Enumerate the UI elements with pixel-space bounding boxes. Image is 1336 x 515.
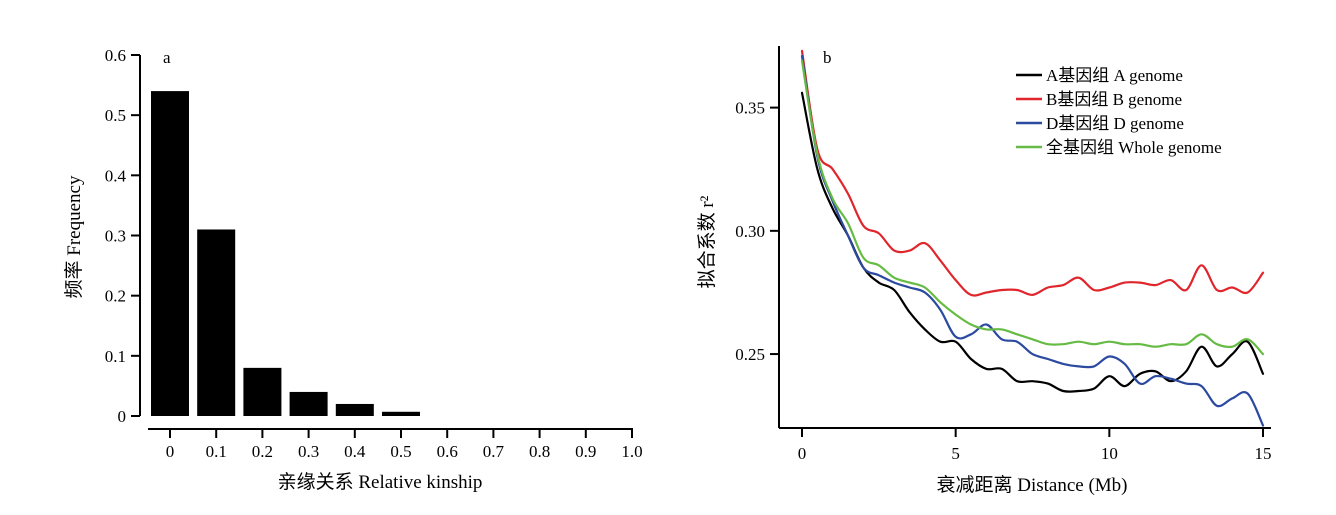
legend-label-4: 全基因组 Whole genome xyxy=(1046,138,1222,157)
panel-a-x-tick-label: 0.1 xyxy=(206,442,227,461)
panel-a-x-tick-label: 0.4 xyxy=(344,442,366,461)
panel-a-y-tick-label: 0.6 xyxy=(105,46,126,65)
panel-a-y-axis-title: 频率 Frequency xyxy=(63,175,85,298)
panel-a-y-tick-label: 0.3 xyxy=(105,227,126,246)
panel-b-series-line-4 xyxy=(800,59,1265,356)
panel-a-y-tick-label: 0.1 xyxy=(105,347,126,366)
panel-b-y-tick-label: 0.25 xyxy=(735,345,765,364)
panel-a-bar-0.2 xyxy=(243,367,282,416)
panel-a-y-tick-label: 0.5 xyxy=(105,106,126,125)
legend-label-1: A基因组 A genome xyxy=(1046,66,1183,85)
panel-a-x-tick-label: 0.9 xyxy=(575,442,596,461)
panel-b-series-line-3 xyxy=(800,54,1265,427)
panel-a-label: a xyxy=(163,48,171,67)
legend-label-3: D基因组 D genome xyxy=(1046,114,1184,133)
panel-b-legend: A基因组 A genome B基因组 B genome D基因组 D genome 全… xyxy=(1016,66,1222,157)
panel-a-y-tick-label: 0.2 xyxy=(105,287,126,306)
panel-b-y-axis-title: 拟合系数 r² xyxy=(696,195,718,288)
panel-a-x-tick-label: 0.8 xyxy=(529,442,550,461)
panel-a-x-tick-label: 0.3 xyxy=(298,442,319,461)
panel-a-bar-0.5 xyxy=(382,411,420,416)
panel-a-bar-0.4 xyxy=(335,403,374,416)
panel-a-bar-0 xyxy=(151,91,189,416)
panel-a: a 0 0.1 0.2 0.3 0.4 0.5 0.6 0 0.1 0.2 0.3 0.4 0.5 0.… xyxy=(63,46,643,493)
panel-a-bar-0.1 xyxy=(197,229,236,416)
panel-a-y-tick-label: 0 xyxy=(118,407,127,426)
panel-a-y-tick-label: 0.4 xyxy=(105,166,127,185)
panel-b-y-tick-label: 0.35 xyxy=(735,99,765,118)
panel-a-x-tick-label: 0.2 xyxy=(252,442,273,461)
panel-b-x-axis-title: 衰减距离 Distance (Mb) xyxy=(936,474,1127,496)
legend-label-2: B基因组 B genome xyxy=(1046,90,1182,109)
panel-b: b 0.25 0.30 0.35 0 5 10 15 衰减距离 Distance (Mb)… xyxy=(696,46,1272,496)
panel-b-x-tick-label: 10 xyxy=(1101,444,1118,463)
panel-b-label: b xyxy=(823,48,832,67)
panel-a-x-tick-label: 0.6 xyxy=(437,442,458,461)
panel-a-x-tick-label: 0 xyxy=(166,442,175,461)
panel-a-x-tick-label: 0.7 xyxy=(483,442,505,461)
panel-b-x-tick-label: 5 xyxy=(951,444,960,463)
panel-b-series-line-1 xyxy=(800,91,1265,393)
panel-a-x-tick-label: 1.0 xyxy=(621,442,642,461)
panel-a-bar-0.3 xyxy=(289,391,328,416)
panel-b-series-line-2 xyxy=(800,49,1265,297)
panel-b-x-tick-label: 15 xyxy=(1255,444,1272,463)
panel-b-y-tick-label: 0.30 xyxy=(735,222,765,241)
panel-a-x-tick-label: 0.5 xyxy=(390,442,411,461)
panel-b-x-tick-label: 0 xyxy=(798,444,807,463)
panel-a-x-axis-title: 亲缘关系 Relative kinship xyxy=(278,471,483,493)
